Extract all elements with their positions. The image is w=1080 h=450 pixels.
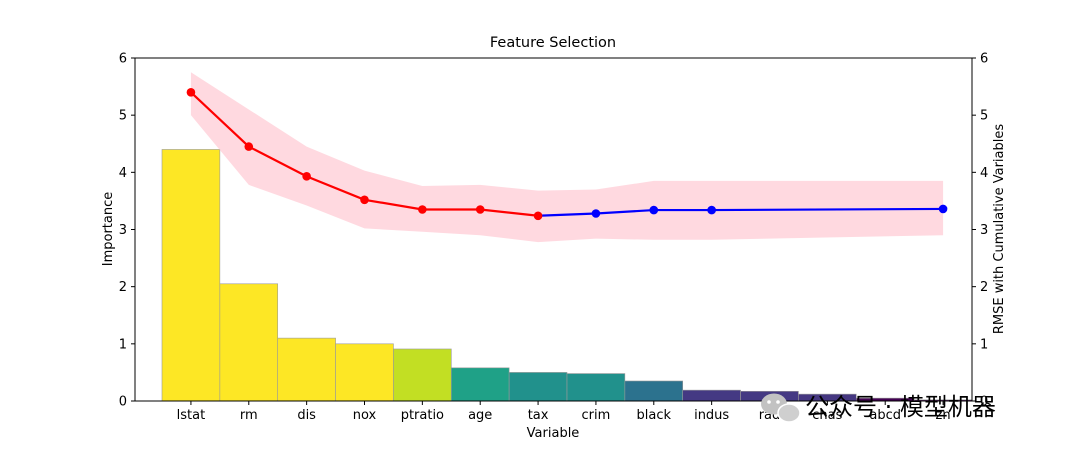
x-tick-label-tax: tax [528,408,549,423]
rmse-point-zn [938,204,948,214]
bar-age [450,367,510,402]
y2-tick-label: 1 [980,337,988,352]
x-tick-label-nox: nox [353,408,377,423]
x-tick-label-indus: indus [694,408,729,423]
y2-tick-label: 3 [980,223,988,238]
bar-black [624,380,684,402]
x-tick-label-dis: dis [297,408,316,423]
y-axis-label: Importance [101,192,116,267]
rmse-point-tax [533,211,543,221]
bar-dis [277,337,336,402]
axes-layer: 0 0 1 1 2 2 3 3 4 4 5 5 6 6 lstat rm dis nox ptratio age tax… [119,52,989,424]
x-tick-label-lstat: lstat [177,408,206,423]
rmse-band-layer [190,72,944,243]
y-tick-label: 5 [119,109,127,124]
y2-tick-label: 2 [980,280,988,295]
rmse-point-lstat [186,88,196,97]
rmse-point-rm [244,142,254,151]
wechat-icon [761,393,801,423]
y2-tick-label: 0 [980,395,988,410]
bars-layer [161,149,973,402]
watermark-text: 公众号 · 模型机器 [805,393,996,421]
y-tick-label: 0 [119,395,127,410]
x-tick-label-rm: rm [240,408,258,423]
x-tick-label-crim: crim [582,408,611,423]
x-tick-label-chas: chas [812,408,842,423]
x-tick-label-abcd: abcd [869,408,901,423]
y2-tick-label: 5 [980,109,988,124]
rmse-point-black [649,205,659,215]
x-tick-label-black: black [637,408,672,423]
rmse-point-indus [707,205,716,215]
y-tick-label: 4 [119,166,127,181]
y2-tick-label: 6 [980,52,988,67]
bar-crim [566,373,626,402]
watermark: 公众号 · 模型机器 [761,393,996,423]
rmse-point-ptratio [418,205,427,214]
rmse-point-nox [360,195,369,205]
rmse-point-crim [591,209,601,218]
bar-ptratio [393,348,452,402]
rmse-band [190,72,944,243]
y2-axis-label: RMSE with Cumulative Variables [992,124,1007,335]
x-axis-label: Variable [527,426,580,441]
x-tick-label-age: age [468,408,492,423]
bar-indus [682,389,741,402]
bar-nox [335,343,394,402]
rmse-point-age [475,205,485,214]
y-tick-label: 2 [119,280,127,295]
chart-title: Feature Selection [490,35,616,51]
y2-tick-label: 4 [980,166,988,181]
y-tick-label: 6 [119,52,127,67]
bar-rm [219,283,279,402]
bar-tax [508,372,568,402]
y-tick-label: 3 [119,223,127,238]
rmse-line-layer [186,88,948,221]
bar-lstat [161,149,221,402]
x-tick-label-ptratio: ptratio [401,408,444,423]
x-tick-label-zn: zn [936,408,951,423]
rmse-point-dis [302,172,311,181]
y-tick-label: 1 [119,337,127,352]
